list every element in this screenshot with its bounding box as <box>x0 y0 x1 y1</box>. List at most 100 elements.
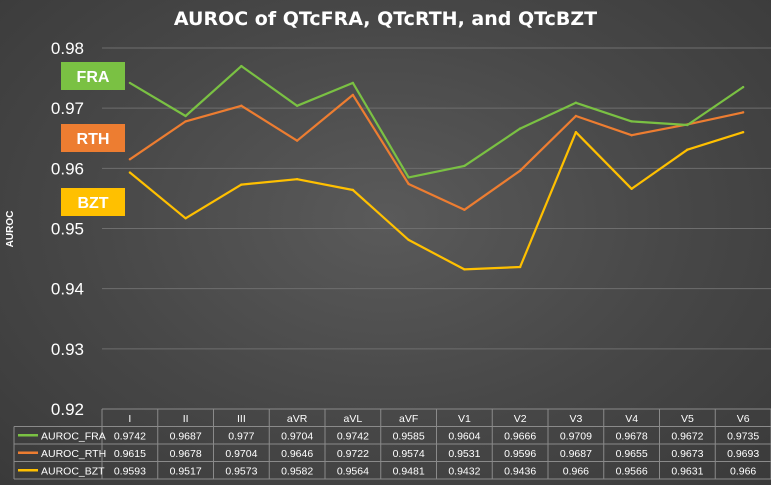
data-point-fra <box>128 81 132 85</box>
data-point-fra <box>686 123 689 127</box>
data-label: 0.9582 <box>281 466 313 478</box>
x-category-label: V5 <box>681 413 694 425</box>
badge-label: RTH <box>77 131 110 148</box>
data-point-bzt <box>128 171 132 174</box>
data-label: 0.9678 <box>616 431 648 443</box>
data-point-fra <box>295 104 299 107</box>
data-point-bzt <box>518 265 522 269</box>
data-label: 0.9593 <box>114 466 146 478</box>
chart-title: AUROC of QTcFRA, QTcRTH, and QTcBZT <box>174 8 597 30</box>
y-tick-label: 0.98 <box>51 39 84 58</box>
legend-label: AUROC_FRA <box>41 431 106 443</box>
data-label: 0.966 <box>730 466 756 478</box>
data-point-rth <box>184 120 187 123</box>
y-tick-label: 0.94 <box>51 280 84 299</box>
badge-rth: RTH <box>61 124 125 152</box>
x-category-label: aVF <box>399 413 418 425</box>
data-point-bzt <box>240 183 243 186</box>
x-category-label: I <box>128 413 131 425</box>
data-point-rth <box>128 158 132 161</box>
x-category-label: III <box>237 413 246 425</box>
data-label: 0.9693 <box>727 448 759 460</box>
data-label: 0.9615 <box>114 448 146 460</box>
data-point-rth <box>574 114 578 118</box>
x-category-label: aVR <box>287 413 308 425</box>
data-label: 0.9631 <box>671 466 703 478</box>
data-label: 0.9722 <box>337 448 369 460</box>
data-label: 0.9566 <box>616 466 648 478</box>
data-point-bzt <box>741 131 745 134</box>
y-axis-label: AUROC <box>5 211 16 248</box>
data-point-fra <box>407 176 410 179</box>
data-label: 0.9596 <box>504 448 536 460</box>
legend-label: AUROC_BZT <box>41 466 105 478</box>
data-point-rth <box>518 169 522 172</box>
x-category-label: V1 <box>458 413 471 425</box>
data-label: 0.9574 <box>393 448 425 460</box>
badge-fra: FRA <box>61 62 125 90</box>
data-point-bzt <box>574 131 578 134</box>
data-label: 0.9742 <box>337 431 369 443</box>
data-label: 0.9666 <box>504 431 536 443</box>
series-line-fra <box>129 64 744 179</box>
data-point-bzt <box>295 177 299 181</box>
data-label: 0.9564 <box>337 466 369 478</box>
data-label: 0.9531 <box>448 448 480 460</box>
y-tick-label: 0.96 <box>51 159 84 178</box>
data-label: 0.9687 <box>560 448 592 460</box>
x-category-label: V2 <box>514 413 527 425</box>
y-tick-label: 0.97 <box>51 99 84 118</box>
x-category-label: V4 <box>625 413 638 425</box>
badge-label: FRA <box>77 69 110 86</box>
legend-label: AUROC_RTH <box>41 448 106 460</box>
data-label: 0.9517 <box>170 466 202 478</box>
data-point-fra <box>240 64 243 68</box>
data-point-fra <box>184 114 187 118</box>
data-point-rth <box>407 182 410 186</box>
x-category-label: V6 <box>737 413 750 425</box>
data-point-rth <box>741 111 745 114</box>
y-tick-label: 0.92 <box>51 400 84 419</box>
data-label: 0.9673 <box>671 448 703 460</box>
data-label: 0.9646 <box>281 448 313 460</box>
badge-label: BZT <box>77 195 108 212</box>
data-label: 0.9573 <box>225 466 257 478</box>
y-axis-ticks: 0.92 0.93 0.94 0.95 0.96 0.97 0.98 <box>51 39 84 419</box>
badge-bzt: BZT <box>61 188 125 216</box>
data-label: 0.9709 <box>560 431 592 443</box>
data-point-bzt <box>630 187 633 190</box>
data-label: 0.9655 <box>616 448 648 460</box>
data-label: 0.9704 <box>281 431 313 443</box>
data-point-bzt <box>686 148 689 151</box>
data-label: 0.9432 <box>448 466 480 478</box>
data-point-fra <box>574 101 578 104</box>
data-point-bzt <box>184 217 187 220</box>
data-point-rth <box>630 134 633 137</box>
data-point-fra <box>463 164 466 168</box>
data-label: 0.966 <box>563 466 589 478</box>
data-label: 0.9735 <box>727 431 759 443</box>
data-label: 0.9678 <box>170 448 202 460</box>
data-point-rth <box>463 208 466 212</box>
gridlines <box>102 47 771 350</box>
data-label: 0.9704 <box>225 448 257 460</box>
data-point-fra <box>518 127 522 130</box>
y-tick-label: 0.95 <box>51 220 84 239</box>
badge-box <box>61 124 125 152</box>
data-label: 0.9436 <box>504 466 536 478</box>
data-point-rth <box>351 93 355 97</box>
data-point-bzt <box>463 268 466 271</box>
series-badges: FRA RTH BZT <box>61 62 125 216</box>
data-label: 0.9687 <box>170 431 202 443</box>
data-label: 0.9742 <box>114 431 146 443</box>
x-category-label: II <box>183 413 189 425</box>
data-point-rth <box>295 139 299 142</box>
data-point-fra <box>630 120 633 123</box>
data-point-bzt <box>407 238 410 242</box>
data-label: 0.9585 <box>393 431 425 443</box>
data-point-fra <box>351 81 355 85</box>
series-line-rth <box>129 93 744 211</box>
x-category-label: aVL <box>344 413 363 425</box>
